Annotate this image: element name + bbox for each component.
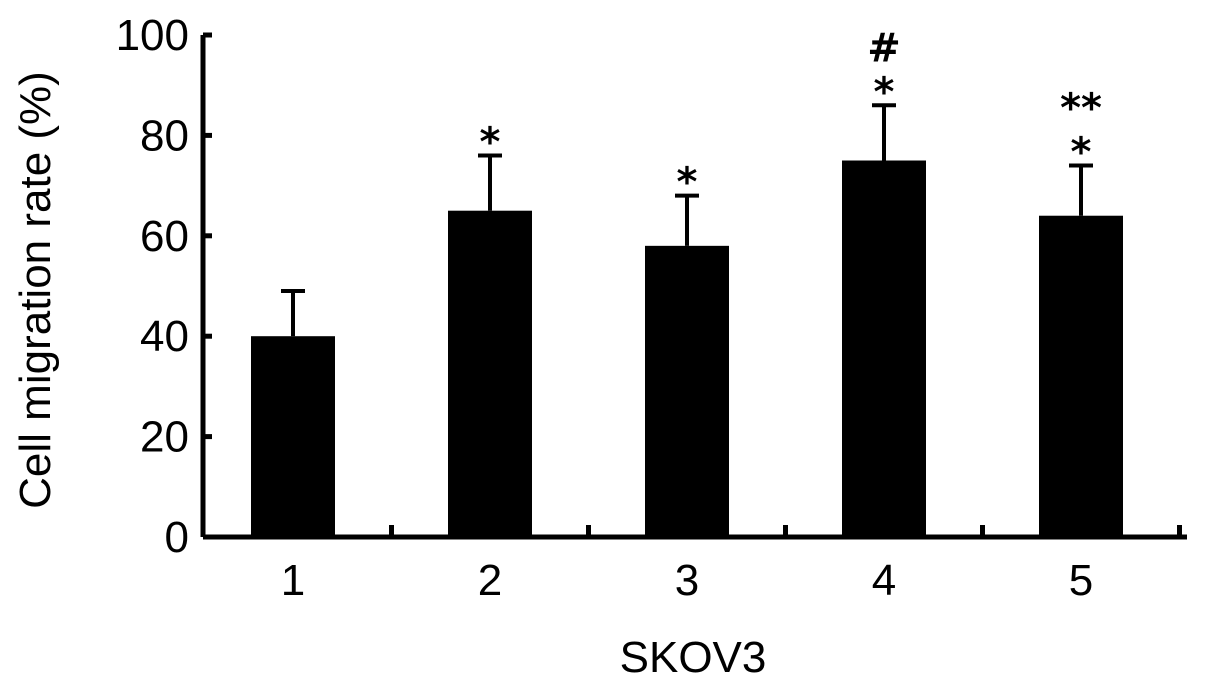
x-tick-label: 1: [281, 556, 305, 605]
bar-5: [1039, 215, 1123, 537]
x-tick-label: 4: [872, 556, 896, 605]
significance-marker-4: *: [874, 69, 895, 115]
y-tick-label: 100: [116, 11, 189, 60]
y-axis-title: Cell migration rate (%): [11, 71, 60, 509]
x-tick-label: 2: [478, 556, 502, 605]
bar-4: [842, 160, 926, 537]
significance-marker-4: #: [867, 25, 901, 71]
significance-markers-group: **#* ***: [480, 25, 1102, 205]
x-ticks-group: 1 2 3 4 5: [281, 525, 1182, 605]
significance-marker-5: *: [1071, 130, 1092, 176]
y-tick-label: 80: [140, 111, 189, 160]
x-axis-title: SKOV3: [620, 633, 767, 682]
y-tick-label: 0: [165, 513, 189, 562]
y-ticks-group: 0 20 40 60 80 100: [116, 11, 212, 562]
axes-group: [200, 35, 1187, 540]
significance-marker-3: *: [677, 160, 698, 206]
y-tick-label: 40: [140, 312, 189, 361]
y-tick-label: 20: [140, 413, 189, 462]
significance-marker-2: *: [480, 119, 501, 165]
bars-group: [251, 160, 1123, 537]
bar-3: [645, 245, 729, 537]
significance-marker-5: **: [1060, 86, 1102, 132]
x-tick-label: 5: [1069, 556, 1093, 605]
bar-1: [251, 336, 335, 537]
x-tick-label: 3: [675, 556, 699, 605]
bar-2: [448, 210, 532, 537]
y-tick-label: 60: [140, 212, 189, 261]
error-bars-group: [281, 103, 1093, 337]
